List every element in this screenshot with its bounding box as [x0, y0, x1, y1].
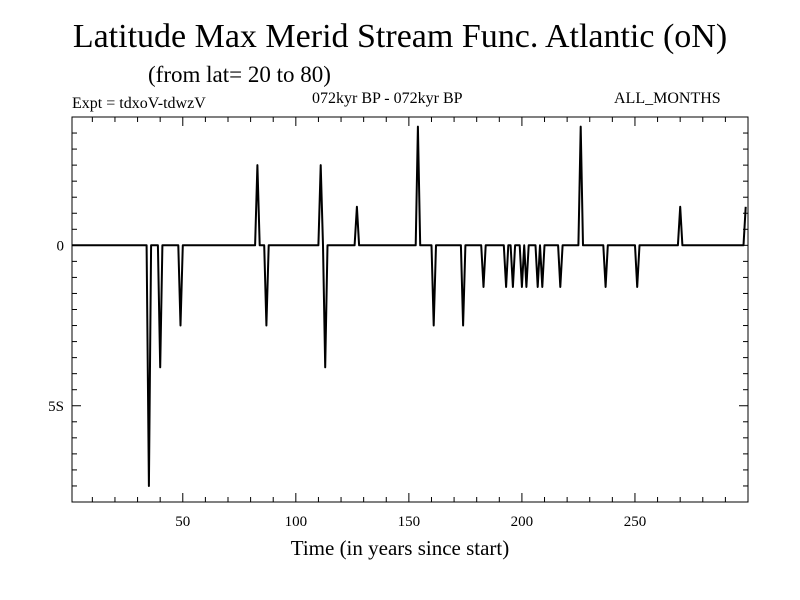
x-axis-label: Time (in years since start) — [290, 536, 510, 560]
chart-subtitle: (from lat= 20 to 80) — [148, 62, 331, 87]
experiment-label: Expt = tdxoV-tdwzV — [72, 95, 206, 112]
x-tick-label: 150 — [398, 514, 421, 530]
y-tick-label: 5S — [48, 399, 64, 415]
x-tick-label: 200 — [511, 514, 534, 530]
period-label: 072kyr BP - 072kyr BP — [312, 90, 463, 107]
plot-frame — [71, 116, 749, 503]
series-group — [72, 125, 747, 487]
x-tick-label: 50 — [175, 514, 190, 530]
months-label: ALL_MONTHS — [614, 90, 721, 107]
y-tick-label: 0 — [57, 238, 65, 254]
chart-title: Latitude Max Merid Stream Func. Atlantic… — [72, 18, 728, 55]
x-tick-label: 100 — [285, 514, 308, 530]
axis-tick-labels: 50 100 150 200 250 0 5S — [48, 238, 646, 530]
x-tick-label: 250 — [624, 514, 647, 530]
axis-ticks — [72, 117, 748, 502]
series-line — [72, 125, 747, 487]
